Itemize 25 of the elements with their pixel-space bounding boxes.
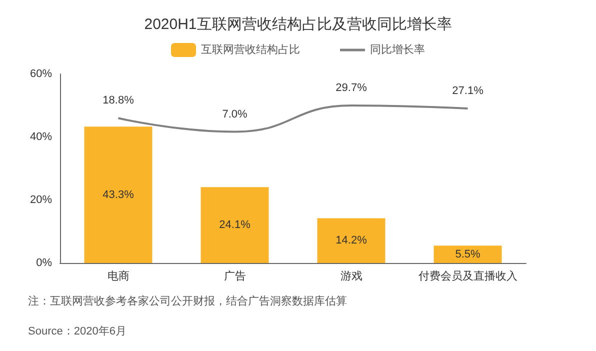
data-label: 7.0% bbox=[222, 108, 248, 120]
text: 注：互联网营收参考各家公司公开财报，结合广告洞察数据库估算 bbox=[28, 294, 347, 308]
x-tick-label: 电商 bbox=[107, 270, 130, 282]
bar bbox=[84, 126, 152, 263]
data-label: 43.3% bbox=[102, 188, 134, 201]
y-tick-label: 20% bbox=[30, 194, 52, 206]
data-label: 14.2% bbox=[336, 234, 368, 247]
data-label: 27.1% bbox=[452, 85, 484, 98]
bar bbox=[317, 218, 386, 263]
x-tick-label: 游戏 bbox=[340, 270, 362, 282]
x-tick-label: 广告 bbox=[224, 270, 246, 282]
source-note: Source：2020年6月 bbox=[28, 326, 126, 338]
y-tick-label: 0% bbox=[36, 257, 52, 269]
data-label: 24.1% bbox=[219, 219, 251, 232]
legend-label: 同比增长率 bbox=[370, 43, 425, 56]
bar bbox=[434, 246, 502, 263]
legend-label: 互联网营收结构占比 bbox=[201, 43, 300, 56]
chart-title: 2020H1互联网营收结构占比及营收同比增长率 bbox=[144, 16, 452, 33]
bar bbox=[200, 187, 269, 263]
data-label: 29.7% bbox=[336, 82, 368, 94]
x-tick-label: 付费会员及直播收入 bbox=[418, 270, 518, 282]
data-label: 5.5% bbox=[455, 248, 480, 260]
y-tick-label: 40% bbox=[30, 131, 52, 143]
data-label: 18.8% bbox=[102, 94, 134, 107]
y-tick-label: 60% bbox=[30, 68, 52, 80]
